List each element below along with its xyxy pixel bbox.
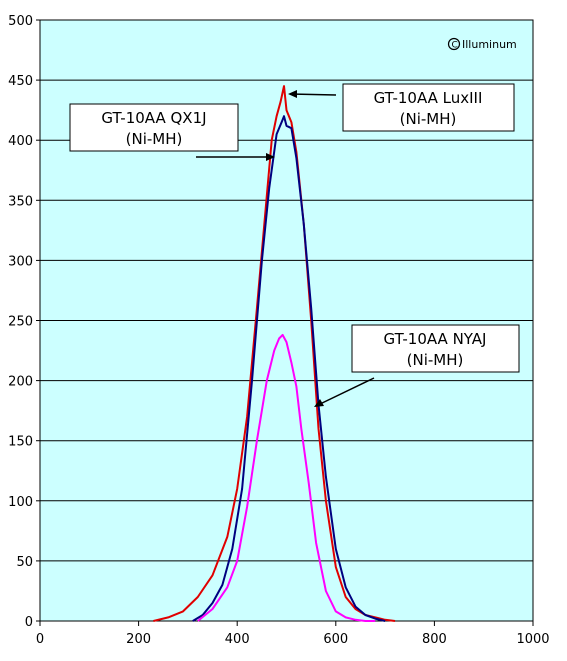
watermark-text: Illuminum	[462, 38, 517, 51]
copyright-icon	[447, 37, 461, 51]
x-tick-label: 800	[422, 632, 447, 647]
x-tick-label: 600	[323, 632, 348, 647]
callout-nyaj-box	[351, 324, 520, 373]
y-tick-label: 50	[16, 555, 33, 570]
x-tick-label: 1000	[516, 632, 549, 647]
y-tick-label: 200	[8, 375, 33, 390]
series-line-0	[153, 85, 396, 622]
callout-luxiii-line1: GT-10AA LuxIII	[374, 89, 483, 107]
x-tick-label: 400	[225, 632, 250, 647]
callout-qx1j-arrowhead	[266, 153, 275, 161]
callout-nyaj: GT-10AA NYAJ (Ni-MH)	[314, 324, 520, 407]
y-tick-label: 300	[8, 254, 33, 269]
callout-nyaj-line1: GT-10AA NYAJ	[384, 330, 487, 348]
callout-nyaj-arrow	[317, 377, 375, 406]
callout-qx1j-line2: (Ni-MH)	[126, 130, 183, 148]
callout-qx1j: GT-10AA QX1J (Ni-MH)	[69, 103, 275, 161]
callout-luxiii-line2: (Ni-MH)	[400, 110, 457, 128]
callout-luxiii-arrow	[289, 93, 337, 96]
callout-luxiii-box	[342, 83, 515, 132]
x-tick-label: 0	[36, 632, 44, 647]
series-lines	[153, 85, 396, 622]
y-tick-label: 400	[8, 134, 33, 149]
callout-nyaj-arrowhead	[314, 399, 324, 407]
callout-luxiii: GT-10AA LuxIII (Ni-MH)	[288, 83, 515, 132]
y-tick-label: 0	[25, 615, 33, 630]
series-line-1	[192, 115, 386, 622]
y-tick-label: 250	[8, 315, 33, 330]
x-tick-label: 200	[126, 632, 151, 647]
callout-luxiii-arrowhead	[288, 90, 297, 98]
y-tick-label: 450	[8, 74, 33, 89]
y-tick-label: 150	[8, 435, 33, 450]
y-tick-label: 500	[8, 14, 33, 29]
series-line-2	[197, 333, 376, 622]
callout-qx1j-box	[69, 103, 239, 152]
copyright-glyph: C	[452, 41, 458, 51]
callout-qx1j-line1: GT-10AA QX1J	[101, 109, 206, 127]
y-tick-label: 100	[8, 495, 33, 510]
watermark: C Illuminum	[447, 37, 517, 51]
grid-lines	[40, 79, 533, 562]
x-axis-ticks: 0 200 400 600 800 1000	[36, 621, 550, 647]
y-axis-ticks: 0 50 100 150 200 250 300 350 400 450 500	[8, 14, 40, 630]
y-tick-label: 350	[8, 194, 33, 209]
callout-nyaj-line2: (Ni-MH)	[407, 351, 464, 369]
